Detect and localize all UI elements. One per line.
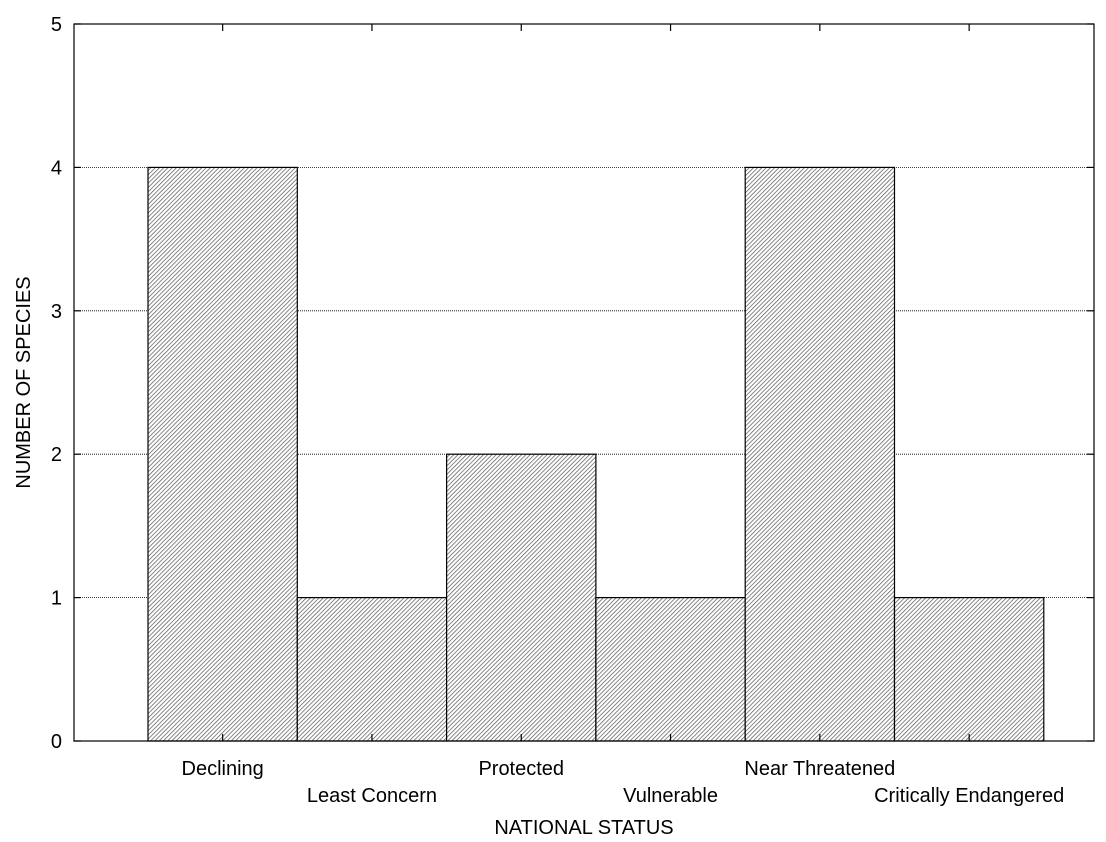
- y-axis-ticks: 0 1 2 3 4 5: [51, 14, 1094, 753]
- bar-near-threatened: [744, 166, 896, 742]
- bar-critically-endangered: [893, 596, 1045, 742]
- y-tick-label: 2: [51, 444, 62, 466]
- bars: [147, 166, 1045, 742]
- y-tick-label: 5: [51, 14, 62, 36]
- x-axis-title: NATIONAL STATUS: [494, 817, 673, 839]
- plot-frame: [73, 23, 1095, 742]
- x-axis-ticks: Declining Least Concern Protected Vulnerabl…: [182, 24, 1064, 807]
- bar-vulnerable: [595, 596, 746, 742]
- x-tick-label: Least Concern: [307, 785, 437, 807]
- x-tick-label: Declining: [182, 758, 264, 780]
- y-tick-label: 0: [51, 731, 62, 753]
- x-tick-label: Near Threatened: [744, 758, 895, 780]
- y-tick-label: 3: [51, 301, 62, 323]
- x-tick-label: Critically Endangered: [874, 785, 1064, 807]
- bar-least-concern: [296, 596, 448, 742]
- y-tick-label: 4: [51, 157, 62, 179]
- x-tick-label: Protected: [478, 758, 564, 780]
- y-tick-label: 1: [51, 588, 62, 610]
- bar-protected: [446, 453, 597, 742]
- x-tick-label: Vulnerable: [623, 785, 718, 807]
- y-axis-title: NUMBER OF SPECIES: [13, 276, 35, 488]
- bar-declining: [147, 166, 298, 742]
